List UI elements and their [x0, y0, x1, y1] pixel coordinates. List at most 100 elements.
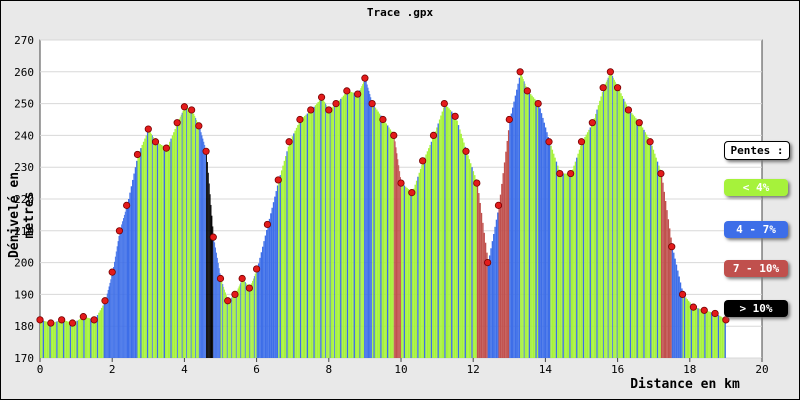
profile-bar — [648, 139, 651, 358]
profile-bar — [621, 96, 624, 359]
data-point — [451, 112, 459, 120]
profile-bar — [705, 310, 707, 358]
profile-bar — [442, 107, 445, 358]
profile-bar — [690, 303, 693, 358]
profile-bar — [151, 135, 153, 358]
profile-bar — [88, 318, 91, 358]
profile-bar — [45, 321, 47, 358]
profile-bar — [352, 92, 354, 358]
profile-bar — [432, 138, 434, 358]
data-point — [429, 131, 438, 139]
profile-bar — [376, 109, 378, 358]
profile-bar — [460, 133, 462, 358]
profile-bar — [134, 167, 137, 358]
profile-bar — [318, 100, 321, 359]
profile-bar — [106, 293, 108, 358]
profile-bar — [525, 86, 527, 359]
profile-bar — [346, 90, 349, 358]
profile-bar — [151, 133, 152, 358]
profile-bar — [191, 109, 193, 359]
profile-bar — [608, 75, 610, 359]
profile-bar — [120, 227, 122, 358]
profile-bar — [321, 97, 323, 359]
profile-bar — [127, 199, 130, 358]
profile-bar — [589, 127, 591, 358]
profile-bar — [566, 173, 568, 358]
data-point — [90, 316, 98, 324]
profile-bar — [221, 281, 223, 358]
legend-entry: 7 - 10% — [724, 260, 788, 277]
profile-bar — [104, 300, 106, 358]
profile-bar — [588, 129, 590, 358]
profile-bar — [678, 276, 680, 358]
profile-bar — [272, 202, 275, 358]
profile-bar — [495, 219, 498, 358]
profile-bar — [580, 145, 582, 358]
profile-bar — [692, 305, 694, 358]
profile-bar — [211, 215, 213, 358]
profile-bar — [152, 136, 154, 358]
profile-bar — [229, 299, 231, 358]
profile-bar — [215, 247, 216, 358]
profile-bar — [129, 192, 131, 358]
profile-bar — [562, 173, 564, 358]
profile-bar — [194, 115, 196, 358]
profile-bar — [133, 173, 135, 358]
profile-bar — [518, 77, 521, 358]
profile-bar — [527, 90, 529, 358]
profile-bar — [193, 113, 195, 358]
profile-bar — [666, 210, 668, 358]
profile-bar — [437, 123, 439, 358]
data-point — [36, 316, 44, 324]
profile-bar — [50, 323, 53, 358]
profile-bar — [160, 144, 163, 358]
profile-bar — [374, 107, 377, 358]
profile-bar — [697, 308, 699, 358]
data-point — [624, 106, 633, 114]
profile-bar — [430, 141, 433, 358]
profile-bar — [278, 179, 280, 358]
profile-bar — [71, 322, 73, 358]
data-point — [567, 169, 575, 178]
profile-bar — [40, 319, 42, 358]
profile-bar — [617, 87, 619, 358]
profile-bar — [316, 103, 318, 358]
profile-bar — [337, 102, 339, 358]
profile-bar — [262, 246, 264, 358]
profile-bar — [357, 94, 359, 358]
profile-bar — [144, 138, 146, 358]
data-point — [317, 93, 326, 101]
profile-bar — [255, 271, 257, 358]
profile-bar — [178, 118, 180, 358]
profile-bar — [196, 119, 198, 359]
profile-bar — [387, 125, 389, 359]
profile-bar — [136, 160, 138, 358]
legend-title: Pentes : — [724, 141, 790, 160]
profile-bar — [317, 102, 319, 358]
data-point — [47, 319, 55, 327]
profile-bar — [664, 200, 667, 358]
y-tick-label: 220 — [14, 193, 34, 206]
profile-bar — [543, 122, 545, 359]
profile-bar — [234, 295, 235, 358]
data-point — [263, 220, 272, 229]
profile-bar — [293, 133, 295, 358]
profile-bar — [637, 121, 640, 358]
profile-bar — [308, 112, 310, 358]
profile-bar — [549, 141, 551, 358]
profile-bar — [494, 226, 496, 358]
profile-bar — [388, 127, 390, 358]
profile-bar — [252, 278, 254, 358]
profile-bar — [332, 106, 334, 358]
profile-bar — [596, 109, 598, 358]
profile-bar — [395, 147, 397, 358]
profile-bar — [618, 90, 621, 359]
data-point — [613, 84, 622, 92]
profile-bar — [237, 288, 239, 358]
data-point — [202, 147, 210, 155]
profile-bar — [490, 248, 492, 358]
profile-bar — [145, 135, 147, 358]
profile-bar — [479, 202, 481, 358]
profile-bar — [514, 95, 517, 359]
